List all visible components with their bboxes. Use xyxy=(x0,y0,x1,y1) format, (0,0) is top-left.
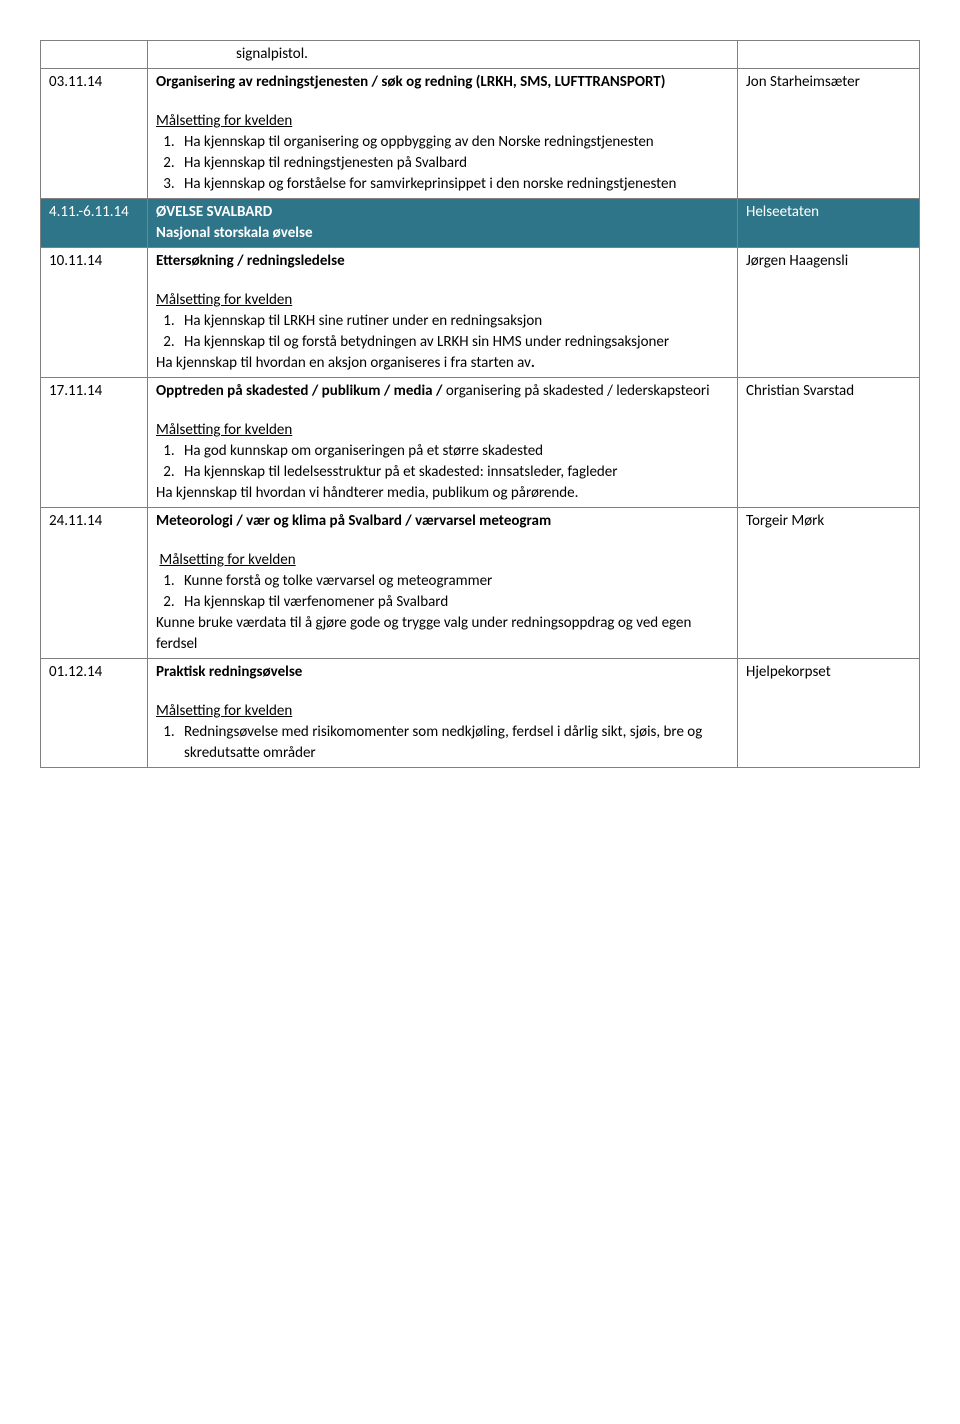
trailing-text: Ha kjennskap til hvordan en aksjon organ… xyxy=(156,354,531,372)
list-item: Redningsøvelse med risikomomenter som ne… xyxy=(178,722,729,764)
content-cell: signalpistol. xyxy=(148,41,738,69)
person-cell: Hjelpekorpset xyxy=(738,659,920,768)
person-cell: Helseetaten xyxy=(738,199,920,248)
table-row-highlight: 4.11.-6.11.14 ØVELSE SVALBARD Nasjonal s… xyxy=(41,199,920,248)
objective-list: Ha kjennskap til LRKH sine rutiner under… xyxy=(178,311,729,353)
person-cell: Jørgen Haagensli xyxy=(738,248,920,378)
objective-list: Ha kjennskap til organisering og oppbygg… xyxy=(178,132,729,195)
highlight-line1: ØVELSE SVALBARD xyxy=(156,202,729,223)
list-item: Kunne forstå og tolke værvarsel og meteo… xyxy=(178,571,729,592)
objective-list: Redningsøvelse med risikomomenter som ne… xyxy=(178,722,729,764)
person-cell xyxy=(738,41,920,69)
trailing-text: Ha kjennskap til hvordan vi håndterer me… xyxy=(156,483,729,504)
person-cell: Christian Svarstad xyxy=(738,378,920,508)
table-row: 03.11.14 Organisering av redningstjenest… xyxy=(41,69,920,199)
schedule-table: signalpistol. 03.11.14 Organisering av r… xyxy=(40,40,920,768)
content-cell: Organisering av redningstjenesten / søk … xyxy=(148,69,738,199)
date-cell xyxy=(41,41,148,69)
content-cell: Ettersøkning / redningsledelse Målsettin… xyxy=(148,248,738,378)
row-title: Organisering av redningstjenesten / søk … xyxy=(156,73,665,91)
section-heading: Målsetting for kvelden xyxy=(156,701,729,722)
content-cell: Opptreden på skadested / publikum / medi… xyxy=(148,378,738,508)
table-row: signalpistol. xyxy=(41,41,920,69)
section-heading: Målsetting for kvelden xyxy=(156,290,729,311)
content-cell: Meteorologi / vær og klima på Svalbard /… xyxy=(148,508,738,659)
table-row: 10.11.14 Ettersøkning / redningsledelse … xyxy=(41,248,920,378)
section-heading: Målsetting for kvelden xyxy=(156,111,729,132)
row-title: Praktisk redningsøvelse xyxy=(156,663,302,681)
continuation-text: signalpistol. xyxy=(156,44,729,65)
content-cell: Praktisk redningsøvelse Målsetting for k… xyxy=(148,659,738,768)
objective-list: Kunne forstå og tolke værvarsel og meteo… xyxy=(178,571,729,613)
row-title: Meteorologi / vær og klima på Svalbard /… xyxy=(156,512,551,530)
date-cell: 10.11.14 xyxy=(41,248,148,378)
section-heading: Målsetting for kvelden xyxy=(159,551,295,569)
table-row: 01.12.14 Praktisk redningsøvelse Målsett… xyxy=(41,659,920,768)
content-cell: ØVELSE SVALBARD Nasjonal storskala øvels… xyxy=(148,199,738,248)
highlight-line2: Nasjonal storskala øvelse xyxy=(156,223,729,244)
row-title: Ettersøkning / redningsledelse xyxy=(156,252,345,270)
person-cell: Jon Starheimsæter xyxy=(738,69,920,199)
list-item: Ha god kunnskap om organiseringen på et … xyxy=(178,441,729,462)
trailing-suffix: . xyxy=(531,354,535,372)
date-cell: 03.11.14 xyxy=(41,69,148,199)
trailing-text: Kunne bruke værdata til å gjøre gode og … xyxy=(156,613,729,655)
row-title-tail: organisering på skadested / lederskapste… xyxy=(446,382,710,400)
section-heading: Målsetting for kvelden xyxy=(156,420,729,441)
person-cell: Torgeir Mørk xyxy=(738,508,920,659)
list-item: Ha kjennskap til LRKH sine rutiner under… xyxy=(178,311,729,332)
table-row: 17.11.14 Opptreden på skadested / publik… xyxy=(41,378,920,508)
objective-list: Ha god kunnskap om organiseringen på et … xyxy=(178,441,729,483)
row-title: Opptreden på skadested / publikum / medi… xyxy=(156,382,442,400)
date-cell: 24.11.14 xyxy=(41,508,148,659)
list-item: Ha kjennskap til og forstå betydningen a… xyxy=(178,332,729,353)
date-cell: 4.11.-6.11.14 xyxy=(41,199,148,248)
list-item: Ha kjennskap til organisering og oppbygg… xyxy=(178,132,729,153)
list-item: Ha kjennskap til redningstjenesten på Sv… xyxy=(178,153,729,174)
list-item: Ha kjennskap til værfenomener på Svalbar… xyxy=(178,592,729,613)
list-item: Ha kjennskap og forståelse for samvirkep… xyxy=(178,174,729,195)
list-item: Ha kjennskap til ledelsesstruktur på et … xyxy=(178,462,729,483)
date-cell: 17.11.14 xyxy=(41,378,148,508)
table-row: 24.11.14 Meteorologi / vær og klima på S… xyxy=(41,508,920,659)
date-cell: 01.12.14 xyxy=(41,659,148,768)
